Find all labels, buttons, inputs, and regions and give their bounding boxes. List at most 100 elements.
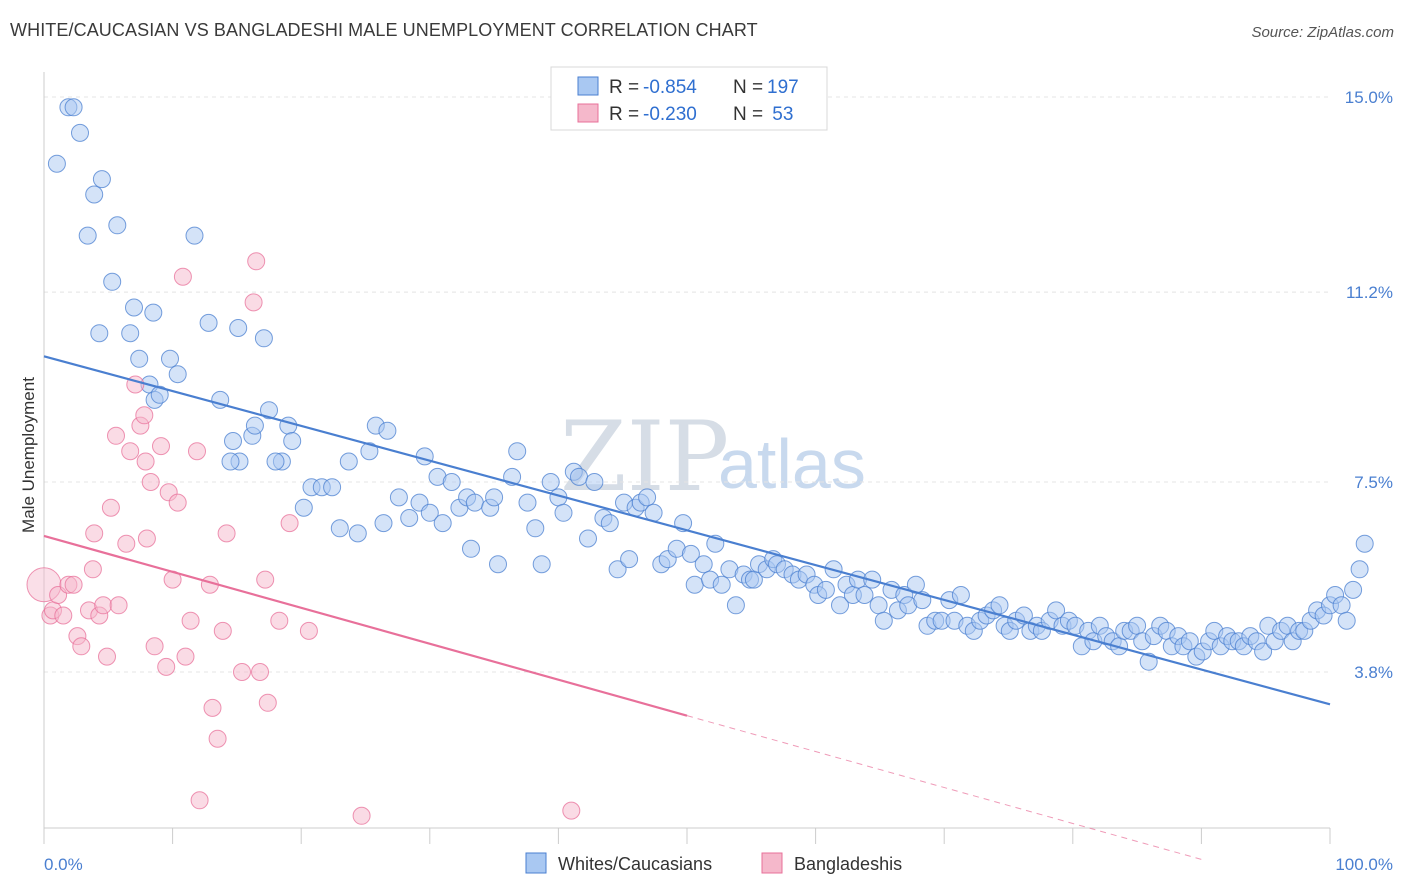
whites-point [462,539,480,558]
whites-point [294,498,313,517]
whites-point [816,580,835,599]
y-tick-label-1: 7.5% [1354,473,1393,492]
whites-point [526,519,545,538]
bangladeshis-point [109,596,128,615]
bangladeshis-point [181,611,200,630]
tick-labels: 3.8% 7.5% 11.2% 15.0% 0.0% 100.0% [44,88,1393,874]
bangladeshis-point [83,560,102,579]
bangladeshis-point [213,621,232,640]
whites-point [330,519,349,538]
bangladeshis-trend-line [43,534,688,717]
whites-point [685,575,704,594]
whites-point [185,226,204,245]
legend-n-label-bangladeshis: N = [733,104,763,125]
bangladeshis-point [85,524,104,543]
whites-point [465,493,484,512]
legend-r-label-whites: R = [609,77,639,98]
whites-point [1332,596,1351,615]
whites-point [125,298,143,317]
whites-point [831,596,849,615]
bangladeshis-point [152,437,170,456]
legend-swatch-bangladeshis [577,103,599,123]
bangladeshis-point [173,267,192,286]
bangladeshis-point [137,529,156,548]
whites-point [103,272,122,291]
bangladeshis-point [352,806,371,825]
bangladeshis-point [107,426,125,445]
bangladeshis-point [98,647,116,666]
whites-point [378,421,397,440]
y-tick-label-0: 3.8% [1354,663,1393,682]
whites-point [71,123,89,142]
bangladeshis-point [117,534,136,553]
legend-n-value-whites: 197 [767,77,799,98]
whites-point [518,493,537,512]
whites-point [254,329,273,348]
bangladeshis-point [203,698,222,717]
y-tick-label-2: 11.2% [1346,283,1393,302]
whites-point [489,555,507,574]
whites-point [712,575,731,594]
whites-point [144,303,163,322]
bangladeshis-point [72,637,91,656]
whites-point [47,154,66,173]
whites-point [442,473,461,491]
whites-point [221,452,240,471]
whites-point [90,324,109,343]
whites-point [620,550,639,569]
whites-point [433,514,452,533]
whites-point [150,385,169,404]
axes [43,72,1331,844]
bangladeshis-point [141,473,160,491]
whites-point [168,365,187,384]
whites-point [681,544,700,563]
legend-bottom-swatch-bangladeshis [761,852,783,874]
whites-point [869,596,888,615]
whites-point [532,555,551,574]
whites-point [283,432,302,450]
legend-bottom: Whites/Caucasians Bangladeshis [525,852,902,874]
legend-swatch-whites [577,76,599,96]
whites-point [245,416,264,435]
whites-point [1180,632,1199,651]
bangladeshis-point [562,801,581,820]
whites-point [951,586,970,604]
whites-point [130,349,149,368]
bangladeshis-point [176,647,195,666]
chart-source: Source: ZipAtlas.com [1251,24,1394,41]
whites-point [323,478,342,497]
whites-point [1355,534,1374,553]
whites-point [260,401,278,420]
whites-point [1254,642,1273,661]
bangladeshis-point [64,575,83,594]
bangladeshis-point [135,406,154,425]
y-tick-label-3: 15.0% [1345,88,1393,107]
bangladeshis-point [280,514,299,533]
legend-bottom-swatch-whites [525,852,547,874]
whites-point [638,488,657,507]
whites-point [78,226,97,245]
bangladeshis-point [101,498,120,517]
legend-r-label-bangladeshis: R = [609,104,639,125]
legend-bottom-label-whites: Whites/Caucasians [558,854,712,874]
whites-point [508,442,527,461]
y-axis-label: Male Unemployment [19,377,38,533]
bangladeshis-point [233,663,251,681]
whites-point [1350,560,1369,579]
whites-point [554,503,573,522]
whites-point [229,319,248,337]
whites-point [348,524,367,543]
whites-point [855,586,874,604]
series-bangladeshis-points [26,252,581,825]
bangladeshis-point [299,621,318,640]
bangladeshis-point [157,657,176,676]
series-whites-points [47,98,1374,671]
bangladeshis-trend-extension [686,715,1202,860]
x-tick-label-1: 100.0% [1335,855,1393,874]
bangladeshis-point [121,442,140,461]
bangladeshis-point [217,524,236,543]
whites-point [339,452,358,471]
whites-point [92,170,111,189]
whites-point [266,452,285,471]
whites-point [224,432,242,450]
